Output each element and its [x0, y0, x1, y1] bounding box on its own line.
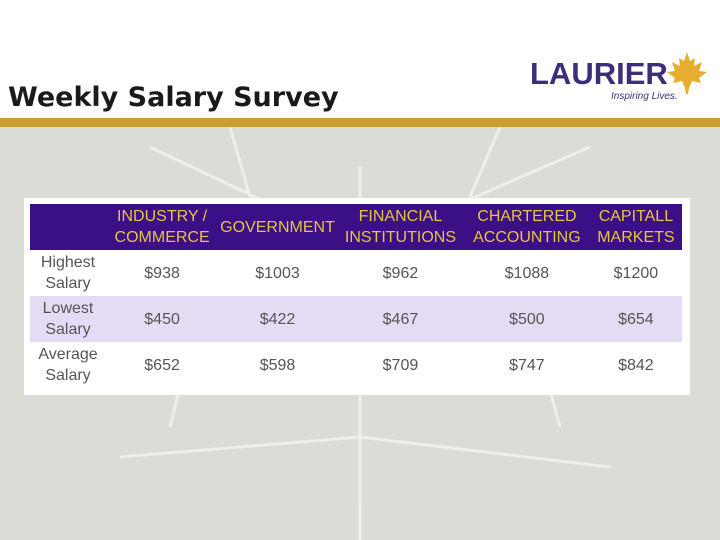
table-header-row: INDUSTRY / COMMERCE GOVERNMENT FINANCIAL…: [30, 204, 682, 250]
header-capital-markets-label: CAPITALL MARKETS: [597, 208, 675, 246]
header-government-label: GOVERNMENT: [220, 218, 335, 236]
table-cell: $962: [382, 264, 419, 282]
logo-wordmark: LAURIER: [530, 56, 668, 91]
row-label-highest: Highest Salary: [40, 254, 96, 292]
table-cell: $422: [218, 296, 337, 342]
header-industry-commerce: INDUSTRY / COMMERCE: [106, 204, 219, 250]
logo-tagline: Inspiring Lives.: [611, 91, 678, 102]
table-cell: $842: [618, 356, 654, 374]
table-cell: $1200: [613, 264, 659, 282]
title-rule: [0, 118, 720, 127]
header-financial-institutions: FINANCIAL INSTITUTIONS: [336, 204, 465, 250]
slide-title: Weekly Salary Survey: [8, 82, 339, 113]
table-cell: $450: [106, 296, 219, 342]
table-cell: $938: [144, 264, 180, 282]
maple-leaf-icon: [667, 52, 707, 94]
header-chartered-accounting: CHARTERED ACCOUNTING: [464, 204, 590, 250]
salary-table-card: INDUSTRY / COMMERCE GOVERNMENT FINANCIAL…: [24, 198, 690, 395]
table-cell: $1003: [255, 264, 300, 282]
header-industry-commerce-label: INDUSTRY / COMMERCE: [114, 208, 210, 246]
table-cell: $467: [336, 296, 465, 342]
table-row: Highest Salary $938 $1003 $962 $1088 $12…: [30, 250, 682, 296]
table-row: Average Salary $652 $598 $709 $747 $842: [30, 342, 682, 388]
header-chartered-accounting-label: CHARTERED ACCOUNTING: [473, 208, 581, 246]
table-cell: $652: [144, 356, 180, 374]
header-financial-institutions-label: FINANCIAL INSTITUTIONS: [344, 208, 456, 246]
table-row: Lowest Salary $450 $422 $467 $500 $654: [30, 296, 682, 342]
row-label-average: Average Salary: [38, 346, 98, 384]
table-cell: $654: [589, 296, 682, 342]
table-cell: $1088: [504, 264, 550, 282]
table-cell: $747: [509, 356, 545, 374]
table-cell: $598: [259, 356, 296, 374]
header-capital-markets: CAPITALL MARKETS: [589, 204, 682, 250]
table-cell: $709: [382, 356, 419, 374]
row-label-lowest: Lowest Salary: [30, 296, 106, 342]
header-government: GOVERNMENT: [218, 204, 337, 250]
header-corner: [30, 204, 106, 250]
laurier-logo: LAURIER Inspiring Lives.: [530, 52, 712, 108]
salary-table: INDUSTRY / COMMERCE GOVERNMENT FINANCIAL…: [30, 204, 682, 388]
table-cell: $500: [464, 296, 590, 342]
